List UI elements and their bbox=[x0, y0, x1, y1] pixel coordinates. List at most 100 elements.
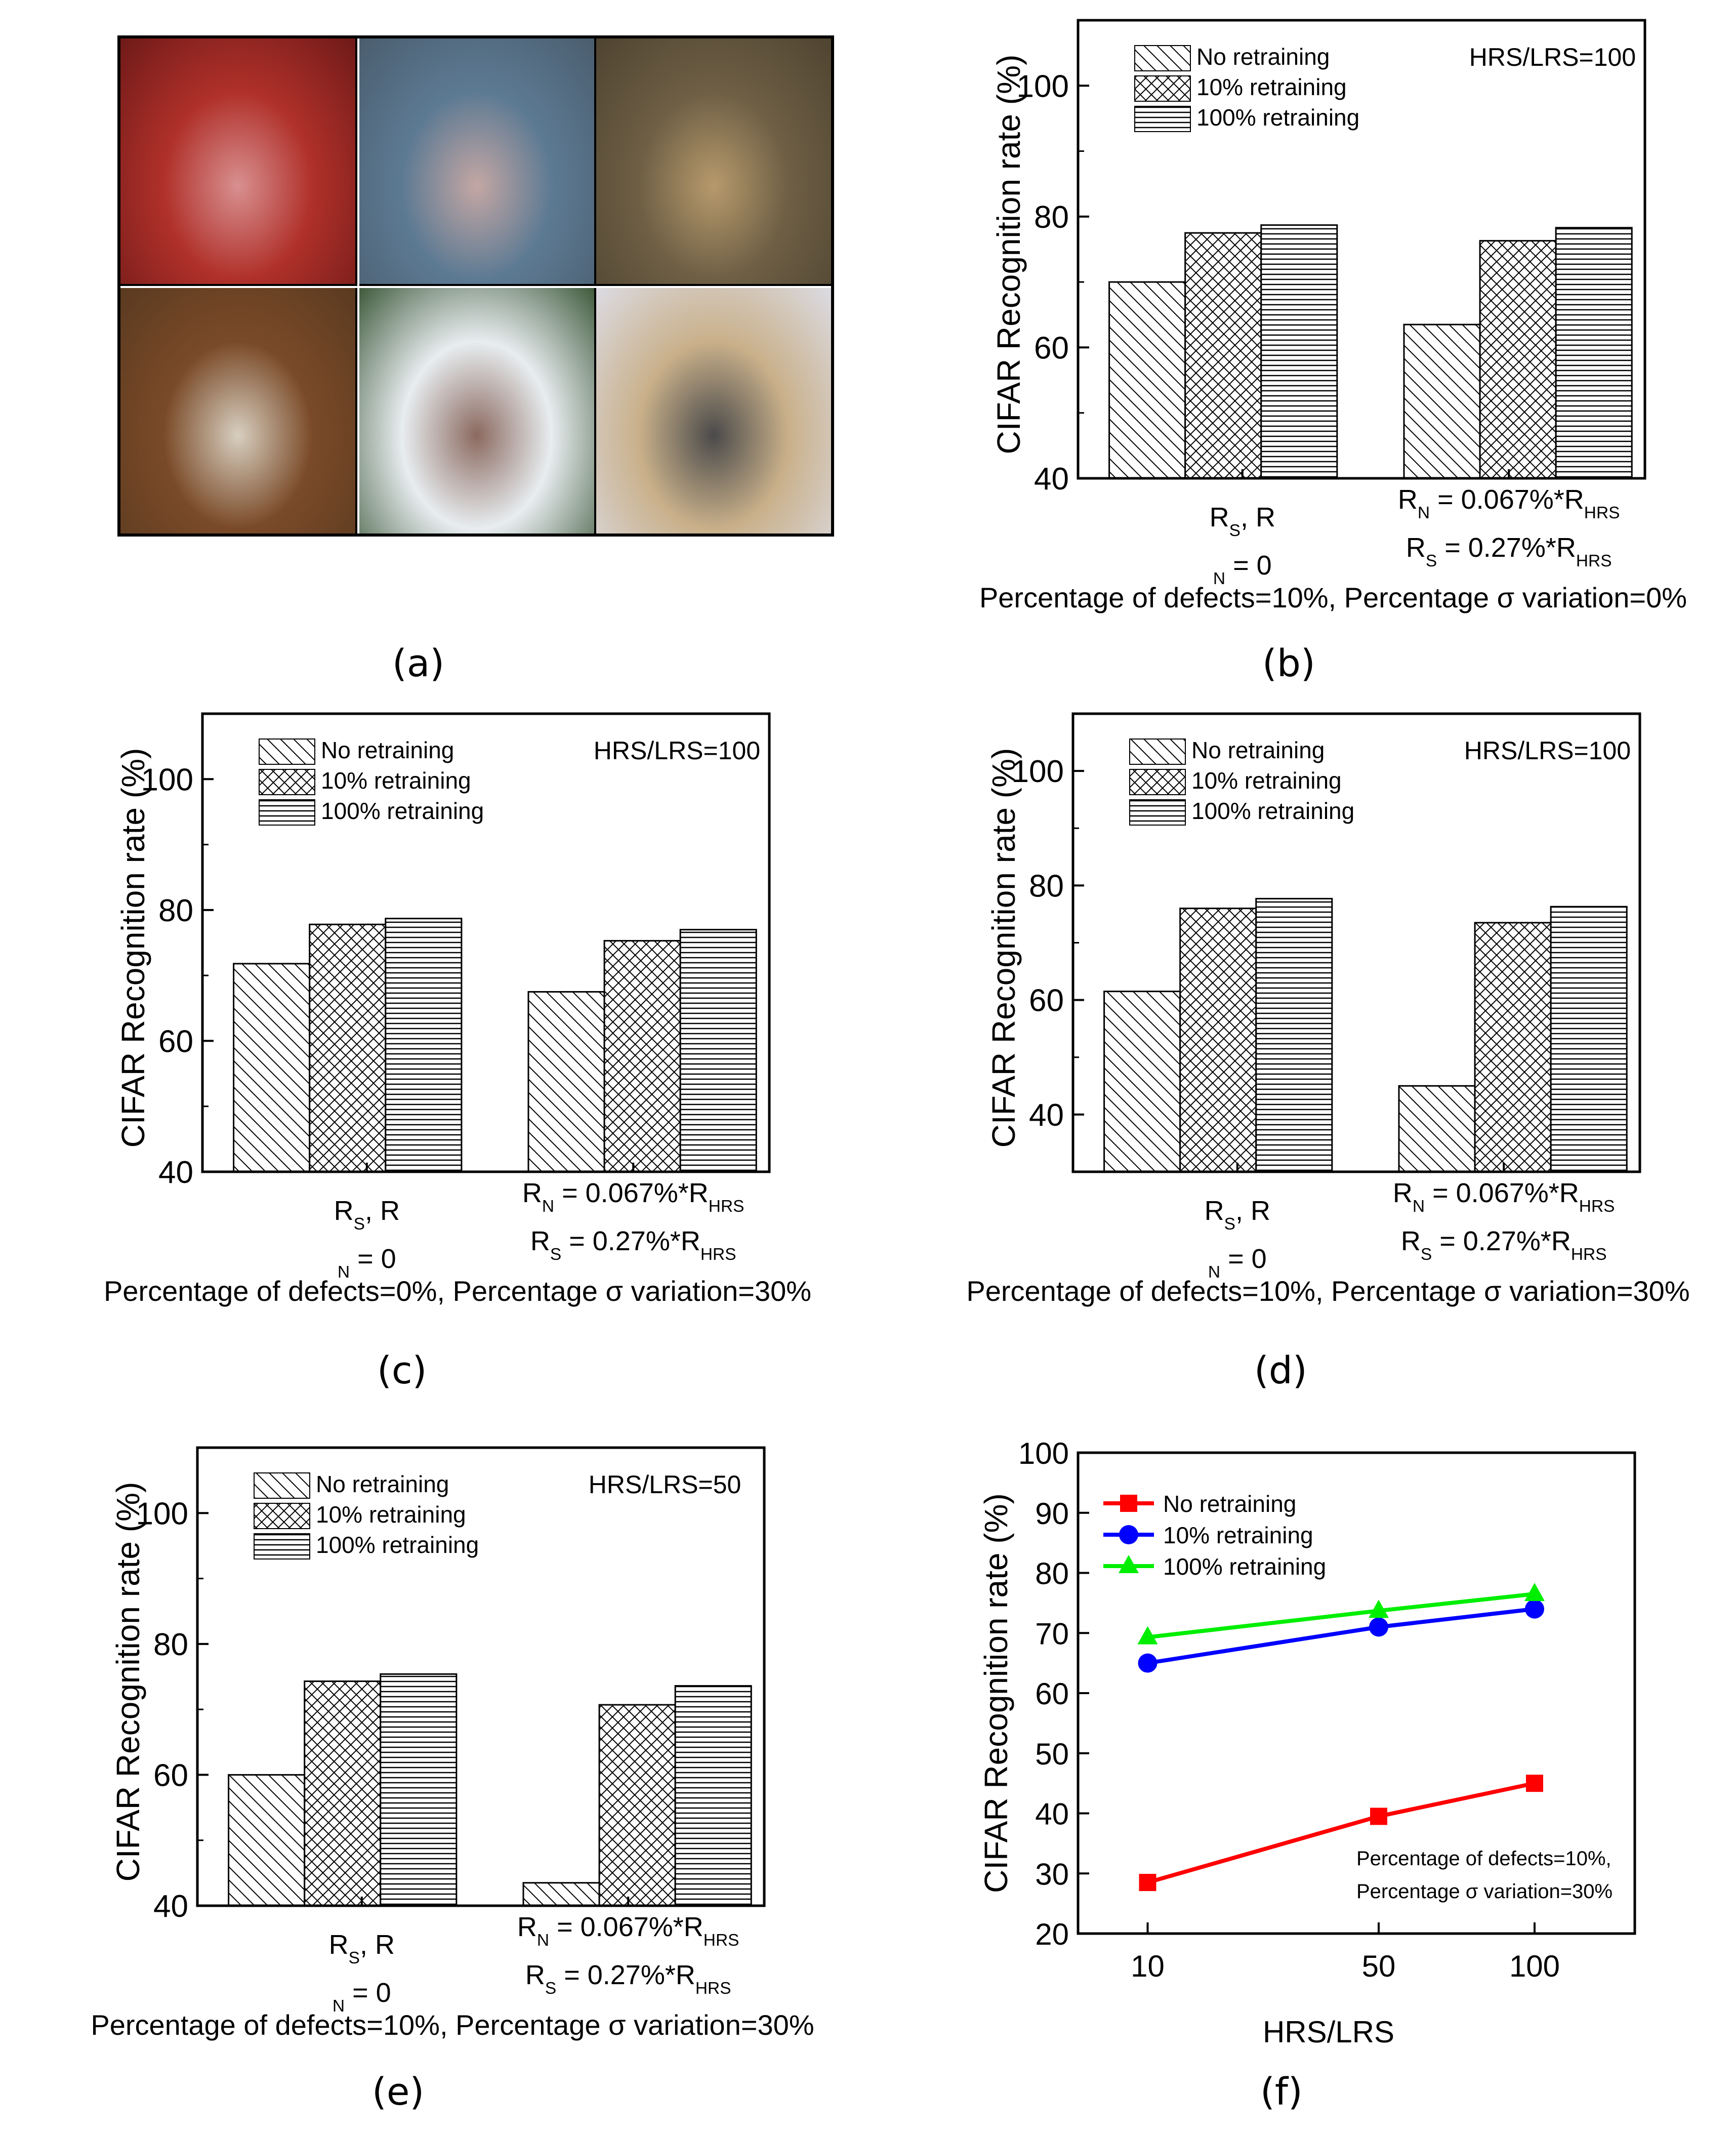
y-axis-label: CIFAR Recognition rate (%) bbox=[115, 748, 151, 1148]
legend-swatch bbox=[254, 1503, 310, 1529]
cifar-image-bird bbox=[359, 288, 596, 534]
x-group-label-line: RN = 0.067%*RHRS bbox=[1393, 1178, 1615, 1216]
legend-swatch bbox=[259, 738, 315, 765]
bar-no-retraining-0 bbox=[1103, 991, 1181, 1173]
bar-10-retraining-0 bbox=[309, 923, 387, 1173]
x-axis-label: Percentage of defects=0%, Percentage σ v… bbox=[104, 1275, 811, 1307]
y-tick-label: 40 bbox=[158, 1155, 193, 1190]
plot-frame bbox=[1077, 19, 1646, 480]
legend-label: 100% retraining bbox=[316, 1532, 479, 1558]
bar-100-retraining-0 bbox=[380, 1673, 458, 1907]
x-group-label-line: N = 0 bbox=[1208, 1244, 1267, 1282]
panel-label-e: (e) bbox=[372, 2070, 425, 2114]
hrs-lrs-annotation: HRS/LRS=100 bbox=[594, 736, 760, 765]
bar-no-retraining-0 bbox=[228, 1774, 306, 1907]
y-tick-label: 60 bbox=[153, 1758, 188, 1793]
y-tick-label: 60 bbox=[158, 1024, 193, 1059]
legend-swatch bbox=[1129, 799, 1186, 826]
data-point-2-1 bbox=[1369, 1599, 1389, 1618]
x-group-label-line: RN = 0.067%*RHRS bbox=[517, 1912, 739, 1950]
legend-swatch bbox=[1134, 45, 1191, 71]
x-group-label-line: RS = 0.27%*RHRS bbox=[1401, 1226, 1607, 1264]
legend-label: No retraining bbox=[321, 737, 454, 763]
bar-10-retraining-0 bbox=[1179, 908, 1257, 1173]
x-group-label-line: RS, R bbox=[1205, 1196, 1270, 1234]
x-group-label-line: RS, R bbox=[334, 1196, 400, 1234]
y-tick-label: 40 bbox=[1034, 462, 1069, 497]
data-point-1-1 bbox=[1369, 1617, 1388, 1637]
y-tick-label: 90 bbox=[1035, 1497, 1069, 1531]
data-point-0-0 bbox=[1139, 1874, 1156, 1892]
x-group-label-line: N = 0 bbox=[338, 1244, 396, 1282]
cifar-image-deer bbox=[596, 38, 831, 286]
legend-swatch bbox=[259, 769, 315, 795]
bar-10-retraining-0 bbox=[304, 1680, 382, 1907]
legend-label: 10% retraining bbox=[316, 1501, 466, 1528]
y-tick-label: 20 bbox=[1035, 1917, 1069, 1951]
y-tick-label: 80 bbox=[1034, 200, 1069, 235]
legend-swatch bbox=[1129, 769, 1186, 795]
y-tick-label: 100 bbox=[1017, 69, 1069, 104]
legend-label: 100% retraining bbox=[321, 798, 484, 824]
y-tick-label: 70 bbox=[1035, 1617, 1069, 1651]
plot-frame bbox=[196, 1446, 766, 1907]
y-tick-label: 40 bbox=[1035, 1797, 1069, 1831]
y-tick-label: 100 bbox=[141, 762, 193, 797]
bar-100-retraining-1 bbox=[679, 929, 757, 1173]
data-point-2-0 bbox=[1137, 1626, 1158, 1645]
y-tick-label: 80 bbox=[1029, 869, 1064, 904]
y-axis-label: CIFAR Recognition rate (%) bbox=[985, 748, 1022, 1148]
legend-swatch bbox=[1129, 738, 1186, 765]
bar-100-retraining-0 bbox=[385, 918, 463, 1173]
legend-label: No retraining bbox=[1163, 1491, 1296, 1517]
legend-marker bbox=[1119, 1525, 1138, 1544]
panel-a-image-grid bbox=[117, 35, 834, 537]
legend-marker bbox=[1120, 1495, 1137, 1512]
panel-label-b: (b) bbox=[1262, 642, 1315, 685]
x-group-label-line: N = 0 bbox=[1213, 550, 1272, 588]
legend-swatch bbox=[259, 799, 315, 826]
legend-label: No retraining bbox=[1196, 44, 1330, 70]
panel-label-c: (c) bbox=[377, 1349, 427, 1392]
x-axis-label: HRS/LRS bbox=[1263, 2015, 1394, 2049]
y-tick-label: 40 bbox=[1029, 1098, 1064, 1133]
hrs-lrs-annotation: HRS/LRS=100 bbox=[1469, 43, 1636, 71]
plot-frame bbox=[201, 712, 771, 1173]
y-axis-label: CIFAR Recognition rate (%) bbox=[110, 1482, 146, 1882]
bar-no-retraining-1 bbox=[1398, 1085, 1476, 1173]
y-tick-label: 60 bbox=[1029, 983, 1064, 1018]
x-axis-label: Percentage of defects=10%, Percentage σ … bbox=[979, 582, 1687, 613]
legend-swatch bbox=[1134, 75, 1191, 102]
y-tick-label: 100 bbox=[1012, 754, 1064, 789]
data-point-1-2 bbox=[1525, 1599, 1544, 1619]
x-group-label-line: RS = 0.27%*RHRS bbox=[525, 1960, 731, 1998]
bar-100-retraining-1 bbox=[1550, 906, 1628, 1173]
x-group-label-line: RS, R bbox=[1210, 502, 1275, 540]
x-axis-label: Percentage of defects=10%, Percentage σ … bbox=[91, 2009, 814, 2041]
legend-label: 10% retraining bbox=[1191, 767, 1342, 794]
x-group-label-line: N = 0 bbox=[333, 1978, 391, 2016]
y-axis-label: CIFAR Recognition rate (%) bbox=[978, 1493, 1014, 1893]
cifar-image-blue-car bbox=[359, 38, 596, 286]
data-point-0-1 bbox=[1370, 1808, 1387, 1825]
conditions-annotation-line-2: Percentage σ variation=30% bbox=[1356, 1880, 1613, 1903]
cifar-image-truck bbox=[596, 288, 831, 534]
data-point-2-2 bbox=[1524, 1583, 1545, 1602]
panel-label-f: (f) bbox=[1260, 2070, 1303, 2114]
bar-no-retraining-0 bbox=[233, 963, 311, 1173]
y-tick-label: 30 bbox=[1035, 1857, 1069, 1891]
bar-no-retraining-1 bbox=[1403, 323, 1481, 479]
y-tick-label: 60 bbox=[1034, 331, 1069, 365]
bar-10-retraining-1 bbox=[603, 940, 681, 1173]
y-tick-label: 80 bbox=[158, 893, 193, 928]
cifar-image-frog bbox=[120, 288, 357, 534]
legend-swatch bbox=[254, 1533, 310, 1560]
data-point-1-0 bbox=[1138, 1653, 1158, 1673]
bar-100-retraining-0 bbox=[1255, 897, 1333, 1173]
bar-no-retraining-1 bbox=[522, 1882, 600, 1907]
conditions-annotation-line-1: Percentage of defects=10%, bbox=[1356, 1848, 1611, 1870]
x-group-label-line: RN = 0.067%*RHRS bbox=[522, 1178, 745, 1216]
y-tick-label: 60 bbox=[1035, 1677, 1069, 1711]
